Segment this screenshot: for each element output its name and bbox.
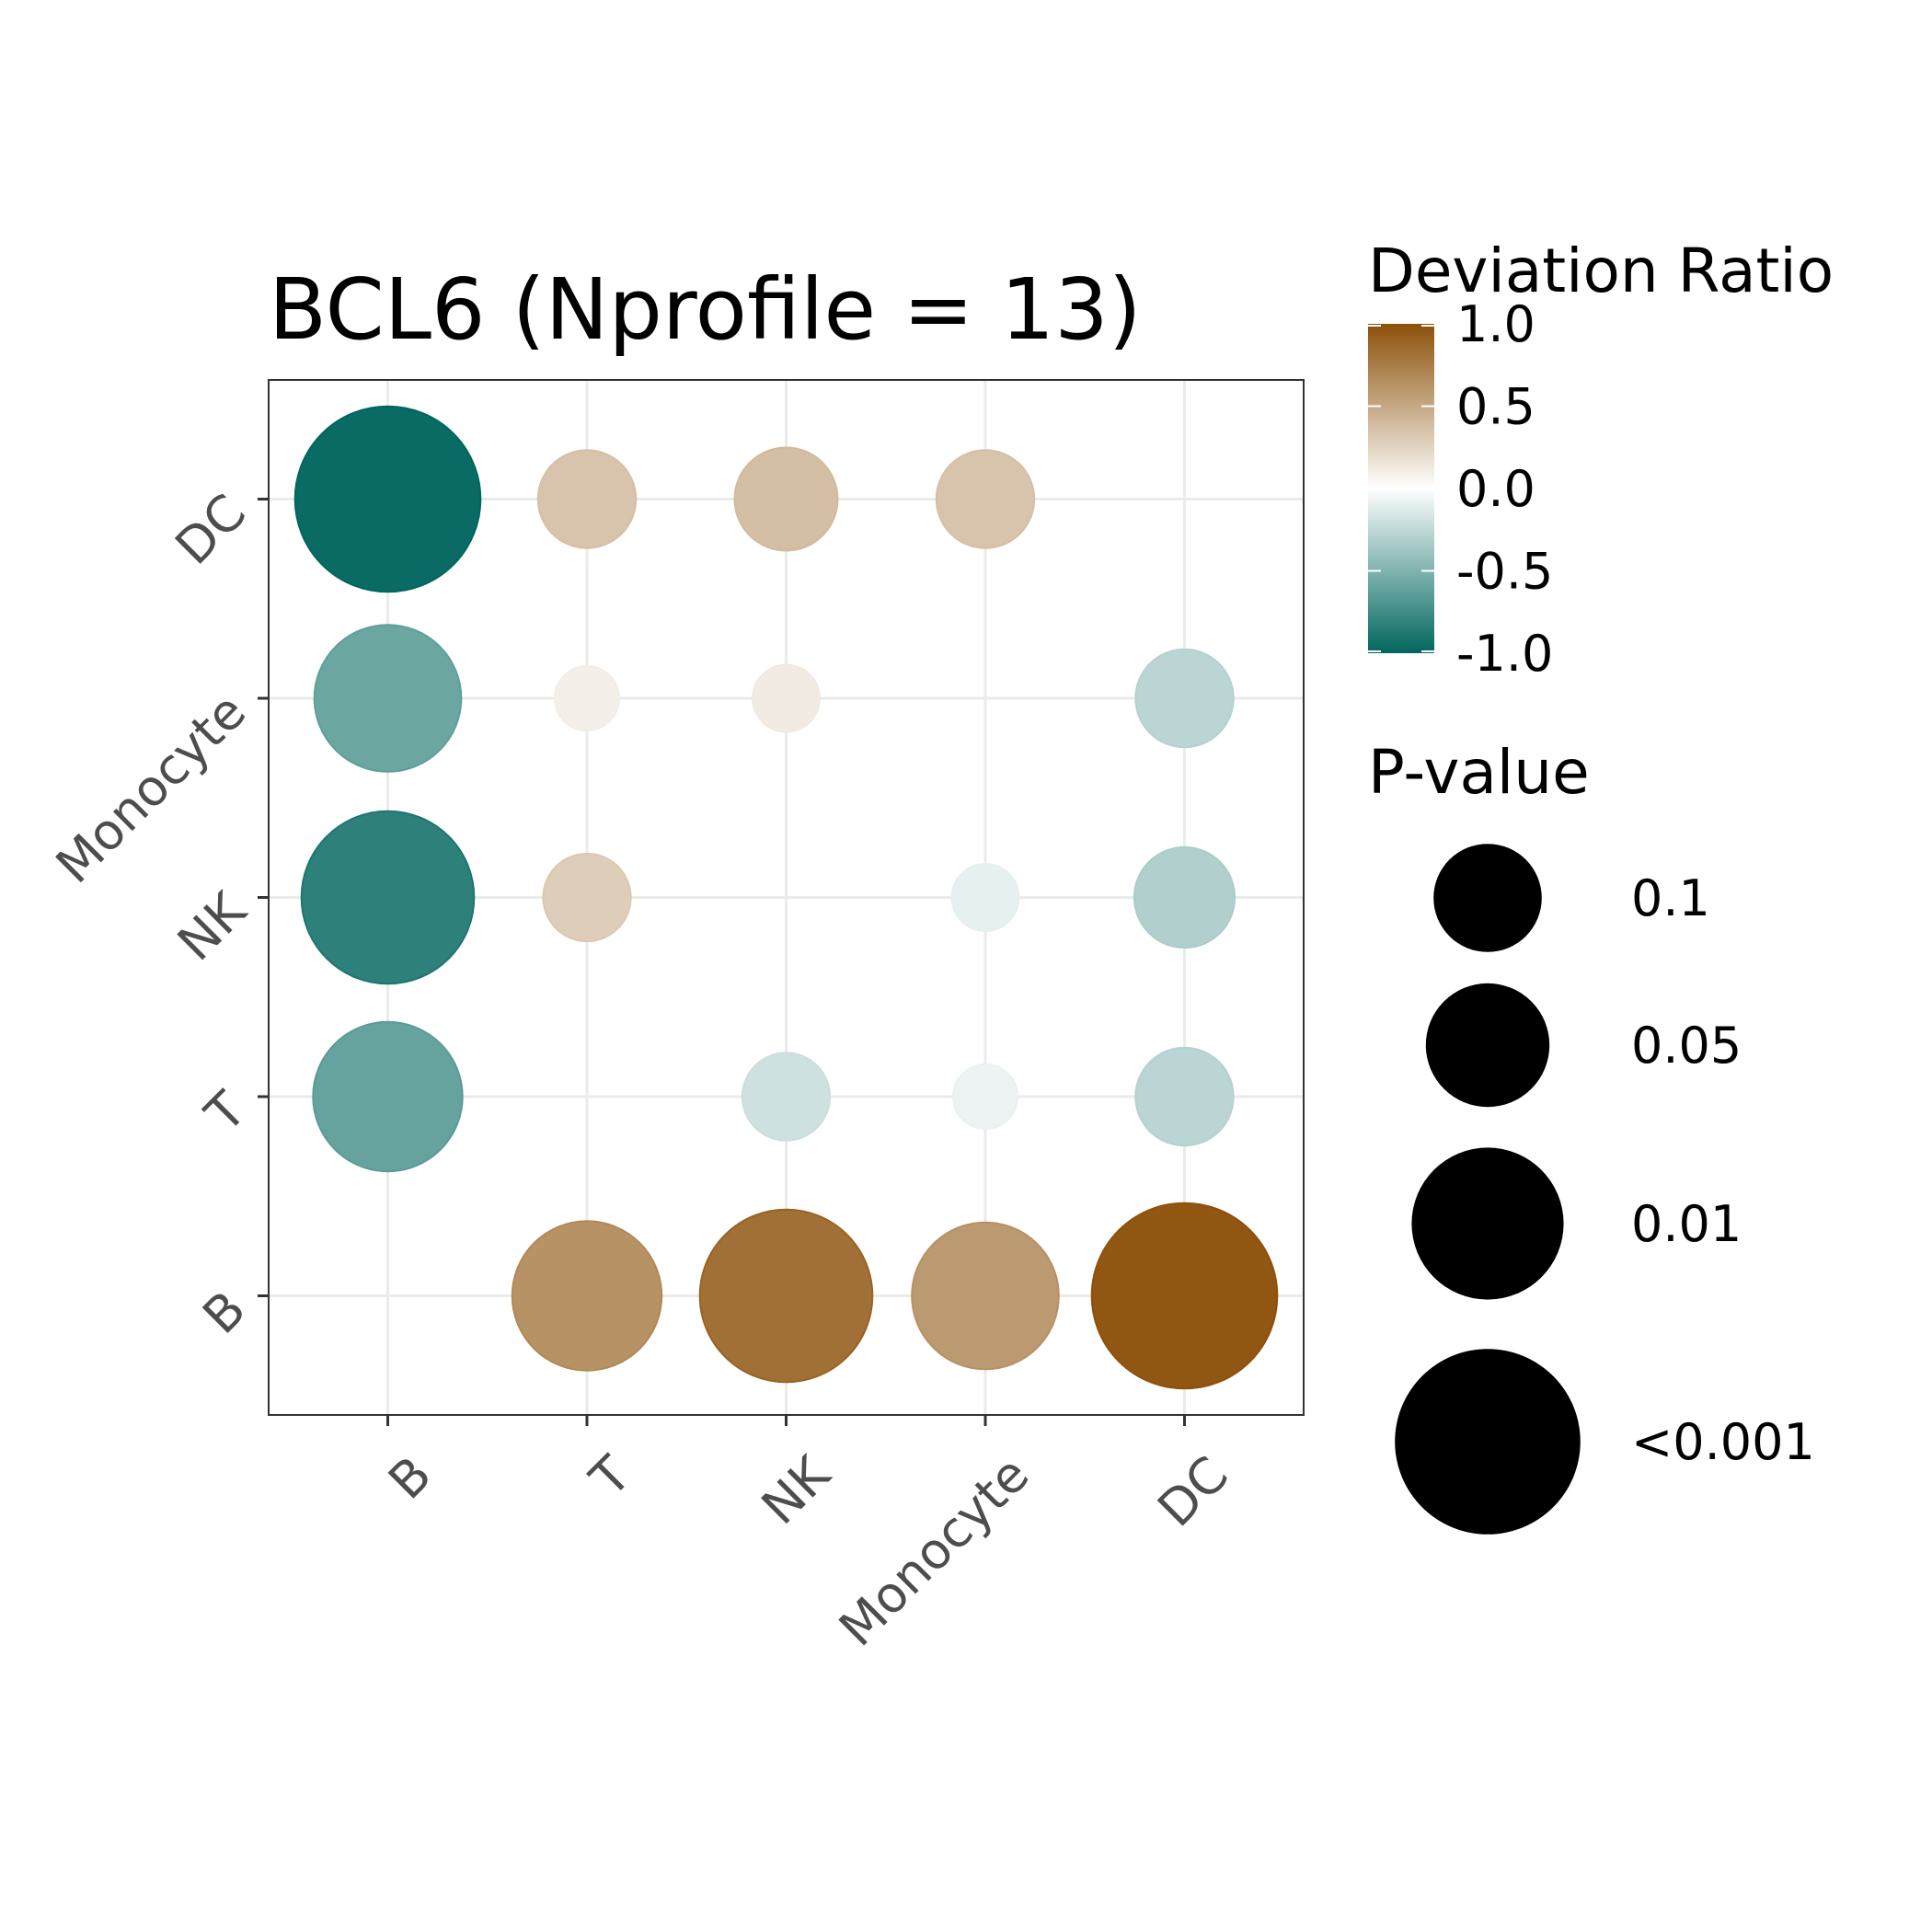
x-tick-label-nk: NK	[751, 1444, 842, 1535]
x-tick-label-t: T	[579, 1444, 642, 1508]
chart-title: BCL6 (Nprofile = 13)	[269, 260, 1142, 359]
point-nk-b	[698, 1208, 874, 1384]
point-b-t	[312, 1020, 464, 1173]
color-legend-title: Deviation Ratio	[1368, 236, 1834, 306]
point-dc-t	[1134, 1046, 1235, 1147]
size-legend-label-0-001: <0.001	[1631, 1413, 1815, 1471]
size-legend-circle-0-001	[1395, 1349, 1581, 1535]
point-t-dc	[536, 449, 638, 549]
point-nk-monocyte	[752, 663, 821, 733]
point-dc-monocyte	[1134, 648, 1235, 749]
color-tick-label-1-0: 1.0	[1456, 295, 1535, 353]
y-tick-label-monocyte: Monocyte	[45, 683, 257, 894]
size-legend-label-0-1: 0.1	[1631, 869, 1710, 927]
size-legend-label-0-05: 0.05	[1631, 1017, 1742, 1075]
x-tick-label-b: B	[377, 1445, 443, 1511]
point-monocyte-dc	[935, 449, 1036, 549]
data-points	[293, 405, 1279, 1390]
y-tick-label-nk: NK	[167, 880, 258, 972]
point-monocyte-t	[952, 1064, 1018, 1130]
point-t-b	[511, 1220, 663, 1372]
size-legend-circle-0-05	[1425, 983, 1550, 1108]
point-monocyte-nk	[950, 863, 1020, 932]
y-tick-label-t: T	[194, 1080, 258, 1144]
size-legend-circle-0-1	[1433, 844, 1542, 952]
y-tick-label-b: B	[191, 1280, 257, 1345]
color-legend: Deviation Ratio 1.0 0.5 0.0 -0.5 -1.0	[1368, 236, 1834, 683]
x-tick-label-dc: DC	[1146, 1445, 1239, 1538]
x-tick-label-monocyte: Monocyte	[828, 1445, 1040, 1657]
point-monocyte-b	[911, 1221, 1060, 1371]
size-legend: P-value 0.1 0.05 0.01 <0.001	[1368, 737, 1815, 1535]
point-t-monocyte	[554, 665, 620, 731]
point-b-dc	[293, 405, 482, 593]
size-legend-label-0-01: 0.01	[1631, 1195, 1742, 1253]
size-legend-title: P-value	[1368, 737, 1590, 808]
point-nk-dc	[733, 446, 839, 552]
point-t-nk	[542, 852, 632, 943]
point-dc-b	[1090, 1202, 1279, 1390]
color-tick-label-1-0: -1.0	[1456, 625, 1553, 683]
size-legend-circle-0-01	[1411, 1147, 1564, 1300]
y-tick-label-dc: DC	[165, 483, 258, 576]
point-dc-nk	[1133, 845, 1236, 949]
point-b-monocyte	[313, 624, 463, 773]
point-b-nk	[300, 810, 476, 985]
color-tick-label-0-0: 0.0	[1456, 460, 1535, 518]
point-nk-t	[741, 1052, 832, 1142]
color-tick-label-0-5: 0.5	[1456, 378, 1535, 436]
color-tick-label-0-5: -0.5	[1456, 543, 1553, 601]
